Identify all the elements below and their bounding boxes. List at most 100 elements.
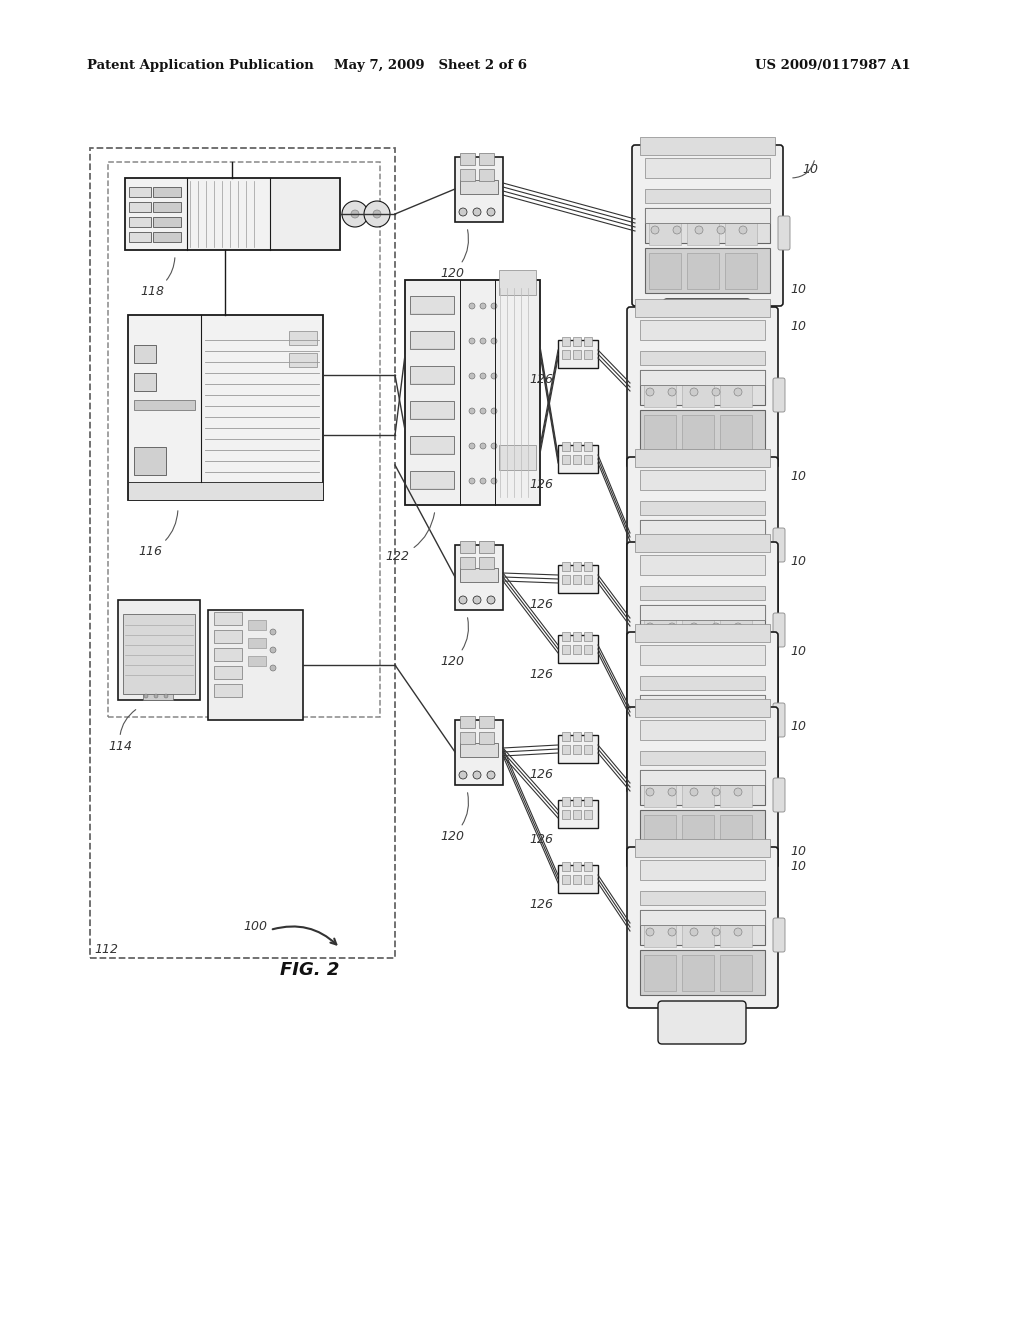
Circle shape <box>469 374 475 379</box>
Bar <box>562 350 570 359</box>
Bar <box>645 209 770 223</box>
Bar <box>640 770 765 785</box>
Bar <box>635 535 770 552</box>
Circle shape <box>712 928 720 936</box>
Bar <box>129 232 151 242</box>
Bar <box>584 797 592 807</box>
Bar <box>644 916 676 946</box>
Bar <box>455 545 503 610</box>
FancyBboxPatch shape <box>632 145 783 306</box>
Bar <box>640 696 765 730</box>
Bar <box>460 743 498 756</box>
Bar <box>640 411 765 455</box>
Bar <box>649 214 681 246</box>
Circle shape <box>690 928 698 936</box>
Bar <box>460 568 498 582</box>
Circle shape <box>734 713 742 721</box>
Bar <box>720 814 752 851</box>
FancyBboxPatch shape <box>658 611 746 653</box>
Circle shape <box>695 226 703 234</box>
Bar <box>644 565 676 601</box>
Bar <box>640 605 765 640</box>
Circle shape <box>351 210 359 218</box>
Circle shape <box>469 478 475 484</box>
Bar <box>562 810 570 818</box>
Circle shape <box>712 623 720 631</box>
Bar <box>214 667 242 678</box>
Bar <box>410 366 454 384</box>
Bar <box>640 950 765 995</box>
FancyBboxPatch shape <box>773 917 785 952</box>
Bar <box>640 351 765 366</box>
Bar <box>640 520 765 535</box>
FancyBboxPatch shape <box>773 378 785 412</box>
Bar <box>143 694 173 700</box>
FancyBboxPatch shape <box>658 785 746 829</box>
Bar <box>640 586 765 601</box>
Bar <box>682 741 714 776</box>
Text: 10: 10 <box>790 645 806 657</box>
Circle shape <box>712 788 720 796</box>
Bar <box>584 337 592 346</box>
Bar <box>584 442 592 451</box>
Bar <box>720 414 752 451</box>
Circle shape <box>487 597 495 605</box>
Bar <box>573 337 581 346</box>
Bar <box>584 744 592 754</box>
Bar <box>640 645 765 665</box>
FancyBboxPatch shape <box>658 461 746 504</box>
Text: 126: 126 <box>529 768 553 781</box>
Bar <box>573 442 581 451</box>
Circle shape <box>490 338 497 345</box>
Circle shape <box>459 771 467 779</box>
Bar <box>573 645 581 653</box>
Circle shape <box>712 388 720 396</box>
Circle shape <box>712 713 720 721</box>
Bar <box>479 169 494 181</box>
Bar <box>410 296 454 314</box>
Circle shape <box>690 539 698 546</box>
Circle shape <box>154 694 158 698</box>
Circle shape <box>668 713 676 721</box>
Circle shape <box>490 444 497 449</box>
Circle shape <box>646 388 654 396</box>
Bar <box>248 656 266 667</box>
Bar <box>558 565 598 593</box>
Bar <box>248 638 266 648</box>
Circle shape <box>646 788 654 796</box>
Text: 10: 10 <box>790 282 806 296</box>
Circle shape <box>490 374 497 379</box>
Circle shape <box>690 788 698 796</box>
Text: 126: 126 <box>529 478 553 491</box>
Text: 120: 120 <box>440 230 469 280</box>
Circle shape <box>651 226 659 234</box>
Bar <box>271 180 339 249</box>
Bar <box>644 611 676 642</box>
Bar <box>644 376 676 407</box>
Bar <box>573 733 581 741</box>
Circle shape <box>690 388 698 396</box>
Bar <box>644 776 676 807</box>
Circle shape <box>459 209 467 216</box>
Bar <box>644 649 676 686</box>
Bar <box>584 455 592 465</box>
Bar <box>635 700 770 717</box>
Bar <box>682 649 714 686</box>
Bar <box>558 445 598 473</box>
Bar <box>687 214 719 246</box>
Circle shape <box>668 788 676 796</box>
Circle shape <box>673 226 681 234</box>
Circle shape <box>646 539 654 546</box>
Bar <box>558 865 598 894</box>
Bar <box>460 541 475 553</box>
Bar <box>682 565 714 601</box>
Bar <box>460 180 498 194</box>
FancyBboxPatch shape <box>627 708 778 869</box>
Circle shape <box>734 623 742 631</box>
FancyBboxPatch shape <box>778 216 790 249</box>
Circle shape <box>480 374 486 379</box>
Bar <box>214 630 242 643</box>
Bar <box>214 648 242 661</box>
Bar <box>479 557 494 569</box>
Text: 10: 10 <box>790 319 806 333</box>
